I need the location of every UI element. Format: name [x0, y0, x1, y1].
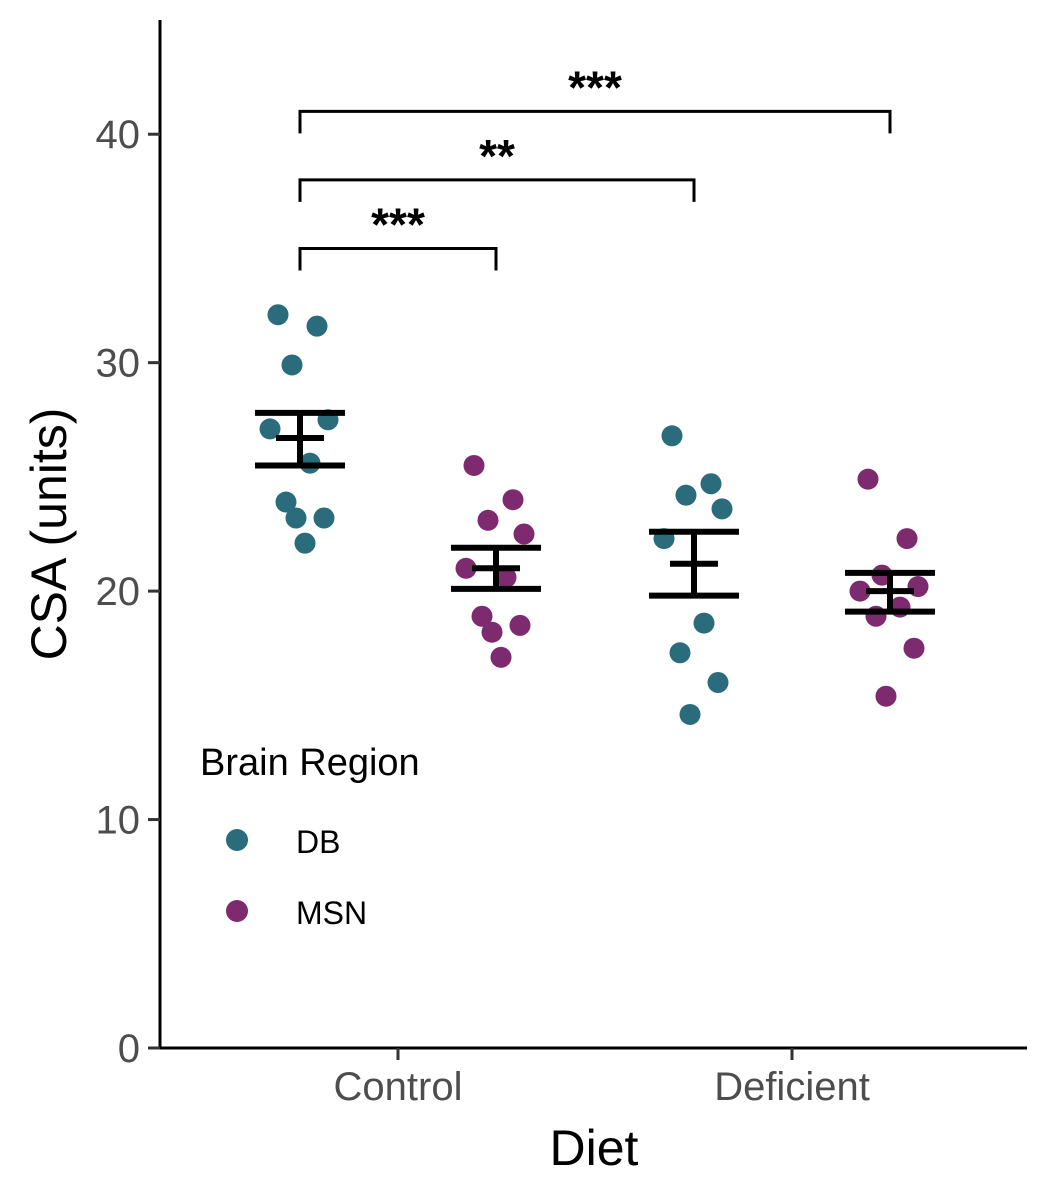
x-tick-label: Control: [334, 1065, 463, 1109]
data-point-db: [679, 703, 701, 725]
data-point-db: [306, 315, 328, 337]
significance-label: ***: [371, 198, 425, 250]
data-point-db: [275, 491, 297, 513]
y-tick-label: 10: [96, 799, 141, 843]
bracket-line: [298, 178, 696, 202]
y-ticks-layer: 0 10 20 30 40: [96, 113, 160, 1071]
legend: Brain Region DB MSN: [200, 742, 420, 931]
data-point-msn: [495, 566, 517, 588]
y-tick-label: 40: [96, 113, 141, 157]
x-ticks-layer: Control Deficient: [334, 1048, 870, 1109]
data-point-msn: [896, 528, 918, 550]
data-point-db: [294, 532, 316, 554]
significance-label: ***: [568, 61, 622, 113]
data-point-msn: [513, 523, 535, 545]
error-bar: [845, 569, 935, 615]
data-point-msn: [490, 646, 512, 668]
data-point-db: [669, 642, 691, 664]
data-point-msn: [502, 489, 524, 511]
bracket-line: [298, 109, 892, 134]
data-point-db: [259, 418, 281, 440]
data-point-msn: [481, 621, 503, 643]
data-point-db: [661, 425, 683, 447]
significance-bracket: ***: [298, 198, 498, 271]
data-point-db: [281, 354, 303, 376]
bracket-line: [298, 246, 498, 271]
data-point-db: [313, 507, 335, 529]
legend-key-db: [226, 829, 248, 851]
data-point-db: [675, 484, 697, 506]
significance-bracket: ***: [298, 61, 892, 134]
legend-label-msn: MSN: [296, 895, 367, 931]
data-point-msn: [463, 454, 485, 476]
x-tick-label: Deficient: [714, 1065, 870, 1109]
y-tick-label: 30: [96, 342, 141, 386]
error-bar: [255, 409, 345, 469]
data-point-db: [700, 473, 722, 495]
legend-label-db: DB: [296, 824, 340, 860]
data-point-db: [285, 507, 307, 529]
data-point-msn: [875, 685, 897, 707]
data-point-msn: [455, 557, 477, 579]
data-point-db: [707, 671, 729, 693]
error-bars-layer: [255, 409, 935, 615]
data-point-db: [693, 612, 715, 634]
data-point-msn: [849, 580, 871, 602]
data-point-msn: [477, 509, 499, 531]
error-bar: [649, 528, 739, 599]
data-point-db: [267, 304, 289, 326]
legend-key-msn: [226, 900, 248, 922]
legend-title: Brain Region: [200, 742, 420, 784]
significance-layer: ********: [298, 61, 892, 271]
significance-bracket: **: [298, 130, 696, 202]
y-tick-label: 0: [118, 1027, 140, 1071]
data-point-msn: [509, 614, 531, 636]
data-point-msn: [857, 468, 879, 490]
data-point-db: [711, 498, 733, 520]
data-point-msn: [903, 637, 925, 659]
significance-label: **: [479, 130, 515, 182]
y-tick-label: 20: [96, 570, 141, 614]
error-bar: [451, 544, 541, 592]
data-point-msn: [471, 605, 493, 627]
x-axis-title: Diet: [550, 1120, 639, 1176]
y-axis-title: CSA (units): [21, 408, 77, 661]
points-layer: [259, 304, 929, 725]
